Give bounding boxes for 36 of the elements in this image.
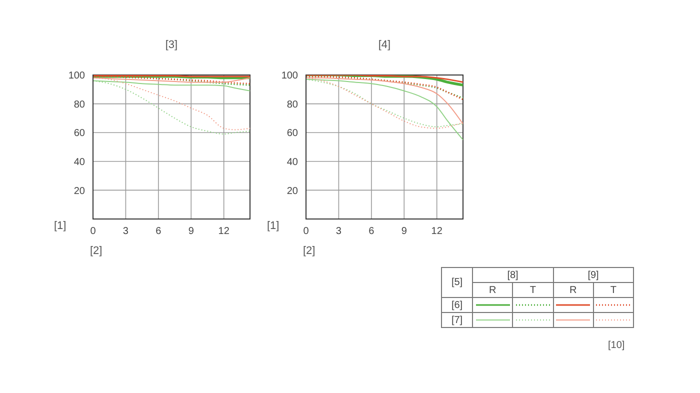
- text: [5]: [442, 268, 472, 298]
- text: R: [472, 282, 513, 298]
- x-tick-label: 6: [156, 226, 162, 238]
- x-tick-label: 9: [188, 226, 194, 238]
- text: T: [593, 282, 634, 298]
- y-tick-label: 40: [286, 156, 298, 168]
- x-tick-label: 0: [90, 226, 96, 238]
- y-tick-label: 100: [68, 70, 86, 82]
- x-tick-label: 3: [336, 226, 342, 238]
- text: [7]: [442, 312, 472, 328]
- y-tick-label: 100: [281, 70, 298, 82]
- x-tick-label: 12: [431, 226, 443, 238]
- y-tick-label: 60: [286, 128, 298, 140]
- y-tick-label: 40: [74, 156, 86, 168]
- x-tick-label: 6: [368, 226, 375, 238]
- y-tick-label: 60: [74, 128, 86, 140]
- text: R: [553, 282, 594, 298]
- y-tick-label: 80: [74, 99, 86, 110]
- text: [8]: [472, 268, 553, 282]
- x-axis-title: [2]: [90, 245, 102, 257]
- x-tick-label: 12: [218, 226, 230, 238]
- text: [9]: [553, 268, 634, 282]
- y-tick-label: 80: [286, 99, 298, 110]
- x-axis-title: [2]: [303, 245, 316, 257]
- chart-title: [3]: [164, 39, 179, 51]
- x-tick-label: 0: [303, 226, 310, 238]
- y-axis-title: [1]: [54, 220, 66, 232]
- text: [6]: [442, 298, 472, 312]
- chart-title: [4]: [377, 39, 392, 51]
- y-tick-label: 20: [286, 186, 298, 197]
- x-tick-label: 9: [401, 226, 408, 238]
- y-axis-title: [1]: [267, 220, 280, 232]
- y-tick-label: 20: [74, 186, 86, 197]
- text: [10]: [608, 340, 625, 351]
- x-tick-label: 3: [122, 226, 129, 238]
- text: T: [512, 282, 553, 298]
